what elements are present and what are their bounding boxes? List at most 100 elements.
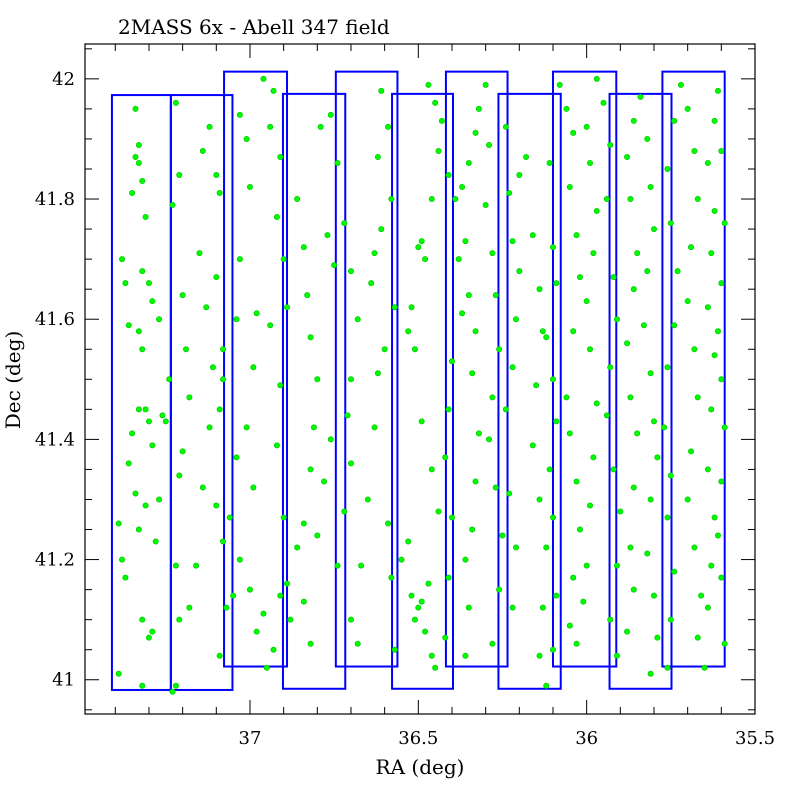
source-point <box>196 250 203 257</box>
source-point <box>428 652 435 659</box>
source-point <box>563 394 570 401</box>
source-point <box>556 81 563 88</box>
source-point <box>425 580 432 587</box>
source-point <box>176 616 183 623</box>
source-point <box>206 424 213 431</box>
source-point <box>627 196 634 203</box>
source-point <box>445 406 452 413</box>
x-axis-label: RA (deg) <box>376 755 465 779</box>
source-point <box>378 226 385 233</box>
source-point <box>492 292 499 299</box>
source-point <box>236 556 243 563</box>
source-point <box>573 232 580 239</box>
source-point <box>186 604 193 611</box>
source-point <box>132 105 139 112</box>
source-point <box>327 436 334 443</box>
source-point <box>236 256 243 263</box>
source-point <box>250 364 257 371</box>
source-point <box>273 442 280 449</box>
source-point <box>523 153 530 160</box>
source-point <box>529 232 536 239</box>
source-point <box>142 502 149 509</box>
source-point <box>667 616 674 623</box>
source-point <box>644 268 651 275</box>
plot-frame <box>84 43 756 715</box>
source-point <box>688 448 695 455</box>
source-point <box>432 99 439 106</box>
y-tick-label: 41.6 <box>35 309 75 330</box>
source-point <box>270 646 277 653</box>
source-point <box>640 322 647 329</box>
source-point <box>149 298 156 305</box>
source-point <box>327 111 334 118</box>
source-point <box>354 640 361 647</box>
source-point <box>115 520 122 527</box>
source-point <box>718 376 725 383</box>
source-point <box>721 220 728 227</box>
source-point <box>502 123 509 130</box>
source-point <box>630 117 637 124</box>
source-point <box>647 184 654 191</box>
y-tick-label: 42 <box>52 69 75 90</box>
source-point <box>304 292 311 299</box>
source-point <box>536 286 543 293</box>
source-point <box>489 640 496 647</box>
source-point <box>213 171 220 178</box>
source-point <box>321 478 328 485</box>
source-point <box>617 508 624 515</box>
source-point <box>226 514 233 521</box>
source-point <box>539 604 546 611</box>
source-point <box>721 640 728 647</box>
source-point <box>718 574 725 581</box>
source-point <box>647 670 654 677</box>
field-footprint-9 <box>551 70 618 668</box>
source-point <box>708 250 715 257</box>
source-point <box>688 244 695 251</box>
source-point <box>509 604 516 611</box>
source-point <box>573 478 580 485</box>
source-point <box>391 304 398 311</box>
source-point <box>385 520 392 527</box>
source-point <box>600 99 607 106</box>
source-point <box>145 280 152 287</box>
source-point <box>654 634 661 641</box>
source-point <box>714 328 721 335</box>
source-point <box>300 244 307 251</box>
y-tick-label: 41 <box>52 670 75 691</box>
source-point <box>462 238 469 245</box>
source-point <box>704 304 711 311</box>
source-point <box>284 304 291 311</box>
source-point <box>587 159 594 166</box>
source-point <box>391 646 398 653</box>
source-point <box>307 334 314 341</box>
source-point <box>199 147 206 154</box>
source-point <box>287 616 294 623</box>
source-point <box>630 484 637 491</box>
source-point <box>701 664 708 671</box>
field-footprint-3 <box>223 70 289 668</box>
source-point <box>179 292 186 299</box>
source-point <box>647 370 654 377</box>
field-footprint-2 <box>169 94 234 691</box>
source-point <box>691 544 698 551</box>
source-point <box>354 316 361 323</box>
source-point <box>388 196 395 203</box>
source-point <box>243 135 250 142</box>
source-point <box>381 346 388 353</box>
source-point <box>307 640 314 647</box>
source-point <box>253 310 260 317</box>
source-point <box>459 310 466 317</box>
source-point <box>593 208 600 215</box>
source-point <box>694 394 701 401</box>
source-point <box>610 274 617 281</box>
source-point <box>277 153 284 160</box>
source-point <box>428 196 435 203</box>
source-point <box>624 153 631 160</box>
source-point <box>546 466 553 473</box>
source-point <box>418 238 425 245</box>
source-point <box>172 562 179 569</box>
source-point <box>166 376 173 383</box>
field-footprint-8 <box>497 92 562 690</box>
source-point <box>452 196 459 203</box>
source-point <box>331 262 338 269</box>
